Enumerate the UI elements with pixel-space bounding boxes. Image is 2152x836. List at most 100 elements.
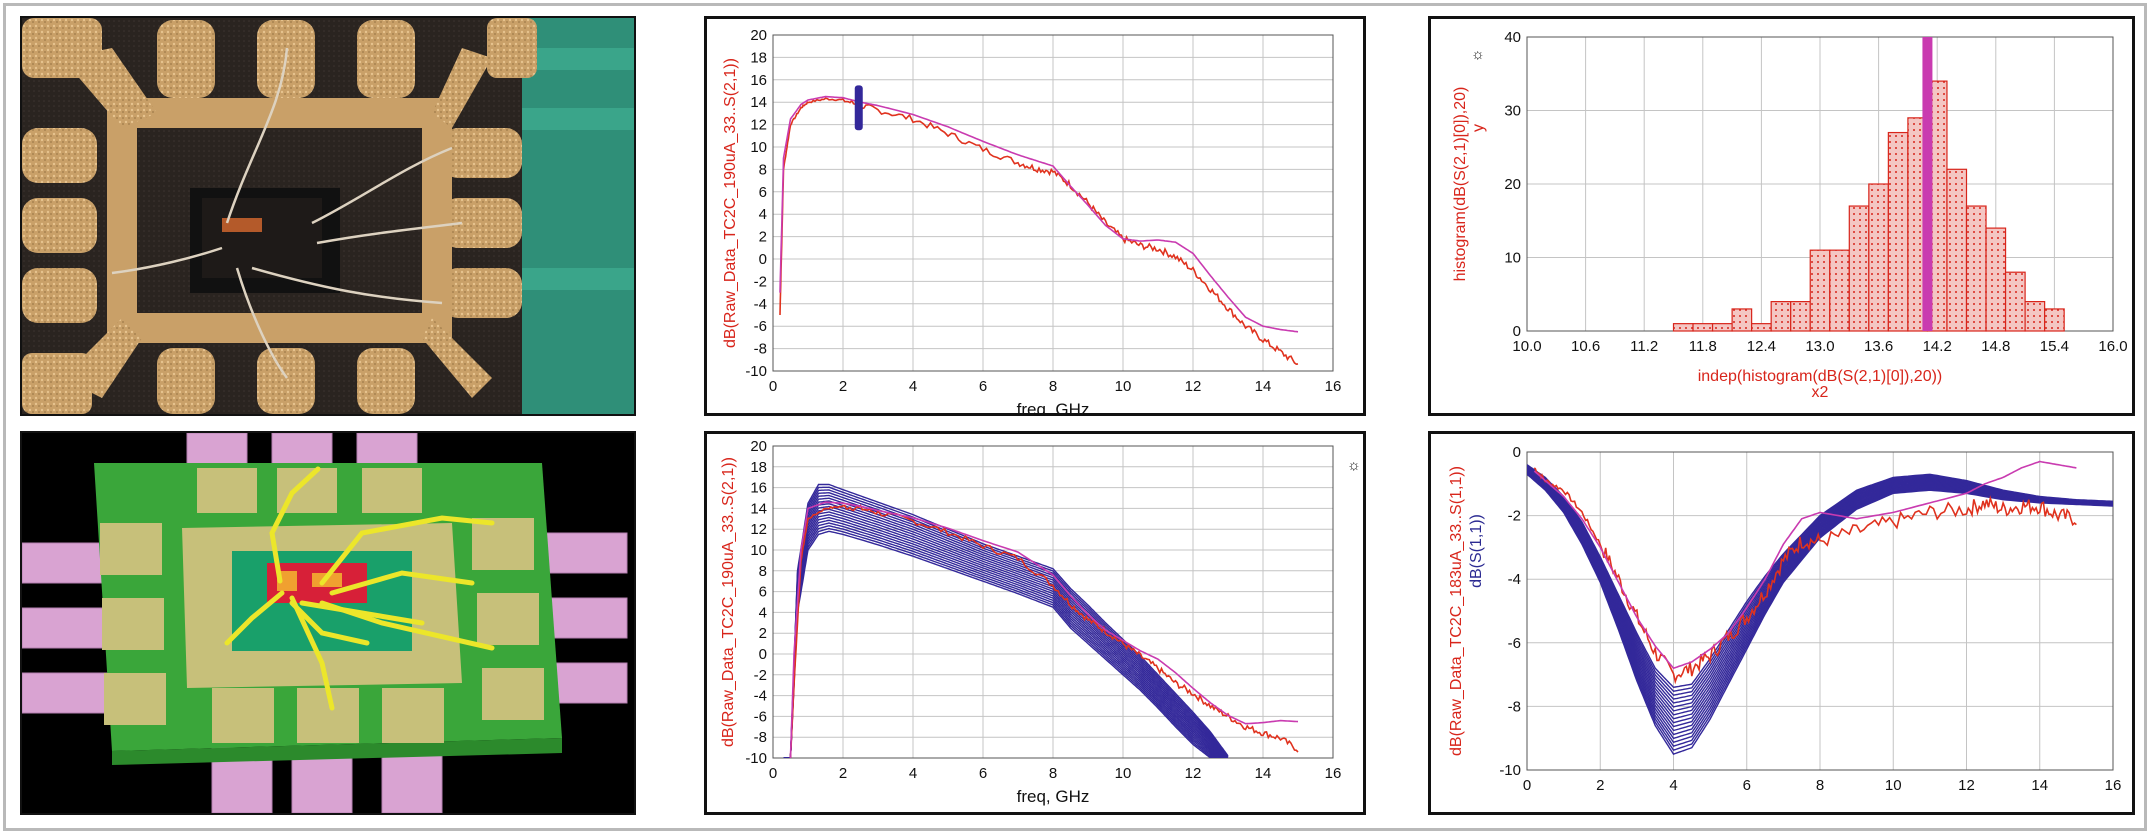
y-tick-label: 10 (750, 542, 767, 559)
series-line-measured (789, 504, 1299, 758)
chart2-svg: 10.0 10.6 11.2 11.8 12.4 13.0 13.6 14.2 14.8 15.4… (1452, 29, 2128, 401)
y-tick-label: 14 (750, 500, 767, 517)
y-tick-label: -4 (1508, 571, 1521, 588)
y-tick-label: 12 (750, 117, 767, 134)
x-tick-label: 13.0 (1805, 338, 1834, 355)
histogram-bar (1692, 323, 1714, 332)
histogram-bar (2044, 308, 2065, 332)
x-tick-label: 14 (1255, 765, 1272, 782)
plot-area (772, 34, 1334, 372)
sun-icon: ☼ (1471, 46, 1485, 63)
y-tick-label: -4 (754, 296, 767, 313)
x-tick-label: 12 (1958, 777, 1975, 794)
mc-trace (1527, 464, 2113, 689)
y-tick-label: 18 (750, 49, 767, 66)
x-tick-label: 11.2 (1630, 338, 1658, 355)
chart3-svg: 0 2 4 6 8 10 12 14 16 -10 -8 -6 -4 -2 0 2 4 6 8 10 12 14 16 18 2… (720, 438, 1361, 806)
y-tick-label: 0 (759, 646, 767, 663)
y-tick-label: 4 (759, 604, 767, 621)
x-tick-label: 14 (2031, 777, 2048, 794)
outer-frame (3, 3, 2147, 831)
x-axis-label: freq, GHz (1017, 787, 1090, 806)
y-tick-label: -2 (754, 667, 767, 684)
y-tick-label: 16 (750, 72, 767, 89)
y-tick-label: -10 (745, 750, 767, 767)
y-tick-label: 12 (750, 521, 767, 538)
plot-area (772, 445, 1334, 759)
y-tick-label: 0 (1513, 444, 1521, 461)
y-tick-label: 0 (759, 251, 767, 268)
chart4-svg: 0 2 4 6 8 10 12 14 16 -10 -8 -6 -4 -2 0 dB(Raw_Data_TC2… (1448, 444, 2121, 794)
histogram-bar (1829, 249, 1850, 332)
x-tick-label: 12 (1185, 765, 1202, 782)
chart-histogram: 10.0 10.6 11.2 11.8 12.4 13.0 13.6 14.2 14.8 15.4… (1428, 16, 2135, 416)
y-tick-label: 2 (759, 229, 767, 246)
chart-s11-montecarlo: 0 2 4 6 8 10 12 14 16 -10 -8 -6 -4 -2 0 dB(Raw_Data_TC2… (1428, 431, 2135, 815)
y-axis-label: histogram(dB(S(2,1)[0]),20) (1452, 87, 1469, 282)
x-tick-label: 16 (1325, 378, 1342, 395)
histogram-marker (1922, 37, 1933, 331)
y-tick-label: 4 (759, 206, 767, 223)
x-tick-label: 2 (839, 378, 847, 395)
mc-trace (783, 511, 1220, 758)
y-tick-label: -10 (1499, 762, 1521, 779)
y-tick-label: -6 (1508, 635, 1521, 652)
histogram-bar (1731, 308, 1753, 332)
y-tick-label: 30 (1504, 103, 1521, 120)
y-tick-label: -6 (754, 318, 767, 335)
y-axis-label: dB(Raw_Data_TC2C_190uA_33..S(2,1)) (722, 58, 739, 348)
y-tick-label: 2 (759, 625, 767, 642)
x-tick-label: 14.2 (1923, 338, 1952, 355)
mc-trace (783, 519, 1217, 758)
x-tick-label: 14 (1255, 378, 1272, 395)
histogram-bar (1790, 301, 1811, 332)
x-tick-label: 10.6 (1571, 338, 1600, 355)
y-tick-label: 8 (759, 563, 767, 580)
mc-trace (783, 527, 1213, 758)
x-tick-label: 0 (769, 765, 777, 782)
x-tick-label: 16.0 (2098, 338, 2127, 355)
x-tick-label: 11.8 (1689, 338, 1717, 355)
mc-trace (783, 505, 1223, 758)
mc-trace (783, 494, 1227, 758)
marker-m1 (854, 85, 863, 131)
histogram-bar (1946, 168, 1968, 332)
histogram-bar (1770, 301, 1792, 332)
y-tick-label: -6 (754, 708, 767, 725)
y-tick-label: -8 (754, 341, 767, 358)
x-tick-label: 8 (1816, 777, 1824, 794)
x-tick-label: 0 (1523, 777, 1531, 794)
y-tick-label: -2 (754, 273, 767, 290)
y-tick-label: -2 (1508, 508, 1521, 525)
y-tick-label: 20 (1504, 176, 1521, 193)
y-tick-label: 10 (1504, 250, 1521, 267)
histogram-bar (1751, 323, 1772, 332)
mc-trace (783, 525, 1214, 758)
package-3d-model (20, 431, 636, 815)
x-tick-label: 13.6 (1864, 338, 1893, 355)
histogram-bar (1965, 205, 1987, 332)
chart-s21-gain: 0 2 4 6 8 10 12 14 16 -10 -8 -6 -4 -2 0 2 4 6 8 10 12 14 16 18 2… (704, 16, 1366, 416)
y-tick-label: 8 (759, 161, 767, 178)
mc-trace (783, 486, 1229, 758)
mc-trace (783, 508, 1222, 758)
mc-trace (783, 491, 1228, 758)
mc-trace (783, 500, 1225, 758)
x-tick-label: 0 (769, 378, 777, 395)
x-tick-label: 10 (1885, 777, 1902, 794)
x-tick-label: 4 (909, 765, 917, 782)
x-tick-label: 4 (909, 378, 917, 395)
y-tick-label: 40 (1504, 29, 1521, 46)
y-tick-label: 6 (759, 184, 767, 201)
plot-area (1526, 451, 2114, 771)
x-tick-label: 6 (979, 378, 987, 395)
chart1-svg: 0 2 4 6 8 10 12 14 16 -10 -8 -6 -4 -2 0 2 4 6 8 10 12 14 16 18 2… (722, 27, 1342, 413)
x-tick-label: 10 (1115, 765, 1132, 782)
y-tick-label: 10 (750, 139, 767, 156)
y-tick-label: -8 (1508, 698, 1521, 715)
x-tick-label: 12.4 (1747, 338, 1776, 355)
series-line-simulated (1533, 460, 2077, 670)
x-axis-label: freq, GHz (1017, 400, 1090, 413)
series-line-simulated (789, 501, 1299, 758)
series-line-simulated (779, 95, 1299, 333)
